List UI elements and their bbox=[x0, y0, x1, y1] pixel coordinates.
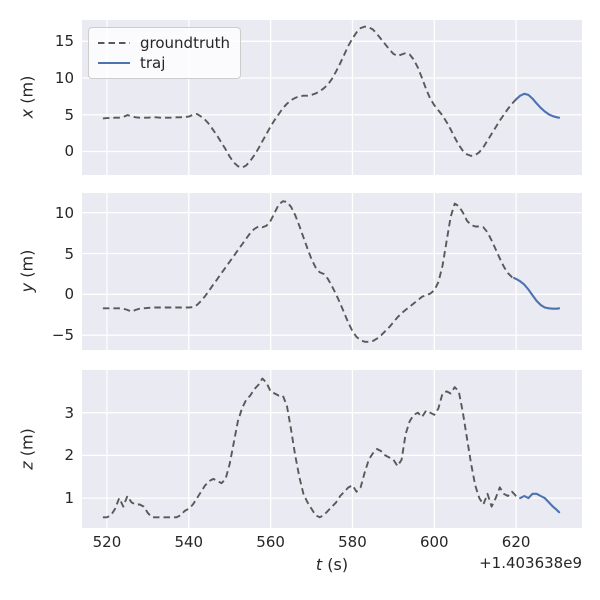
y-tick-label: 10 bbox=[54, 203, 74, 222]
groundtruth-line bbox=[102, 25, 521, 169]
x-tick-label: 600 bbox=[419, 533, 449, 551]
x-axis-label-unit: (s) bbox=[327, 555, 349, 574]
x-tick-label: 580 bbox=[338, 533, 367, 551]
x-axis-label-var: t bbox=[315, 555, 323, 574]
legend-label-groundtruth: groundtruth bbox=[140, 34, 231, 52]
legend-entry-groundtruth: groundtruth bbox=[97, 33, 230, 53]
y-tick-label: 1 bbox=[64, 489, 74, 508]
x-axis-label: t (s) bbox=[232, 555, 432, 574]
groundtruth-line bbox=[102, 200, 517, 343]
traj-line bbox=[519, 492, 561, 514]
legend-label-traj: traj bbox=[140, 54, 166, 72]
y-tick-label: 15 bbox=[54, 32, 74, 51]
plot-panel-y bbox=[82, 193, 582, 350]
x-tick-label: 620 bbox=[501, 533, 531, 551]
x-tick-label: 540 bbox=[174, 533, 204, 551]
y-tick-label: 0 bbox=[64, 142, 74, 161]
traj-line bbox=[515, 92, 561, 119]
x-axis-offset-text: +1.403638e9 bbox=[479, 554, 582, 572]
y-tick-label: 2 bbox=[64, 446, 74, 465]
legend-entry-traj: traj bbox=[97, 53, 230, 73]
y-tick-label: 3 bbox=[64, 403, 74, 422]
x-tick-label: 520 bbox=[92, 533, 122, 551]
groundtruth-line-sample-icon bbox=[98, 42, 130, 44]
y-tick-label: 5 bbox=[64, 105, 74, 124]
groundtruth-line bbox=[102, 377, 521, 519]
traj-line bbox=[513, 276, 561, 310]
y-tick-label: 5 bbox=[64, 244, 74, 263]
y-tick-label: −5 bbox=[51, 326, 74, 345]
x-tick-label: 560 bbox=[256, 533, 285, 551]
plot-panel-z bbox=[82, 370, 582, 528]
legend: groundtruth traj bbox=[88, 27, 242, 79]
y-tick-label: 0 bbox=[64, 285, 74, 304]
traj-line-sample-icon bbox=[98, 62, 130, 64]
y-tick-label: 10 bbox=[54, 69, 74, 88]
